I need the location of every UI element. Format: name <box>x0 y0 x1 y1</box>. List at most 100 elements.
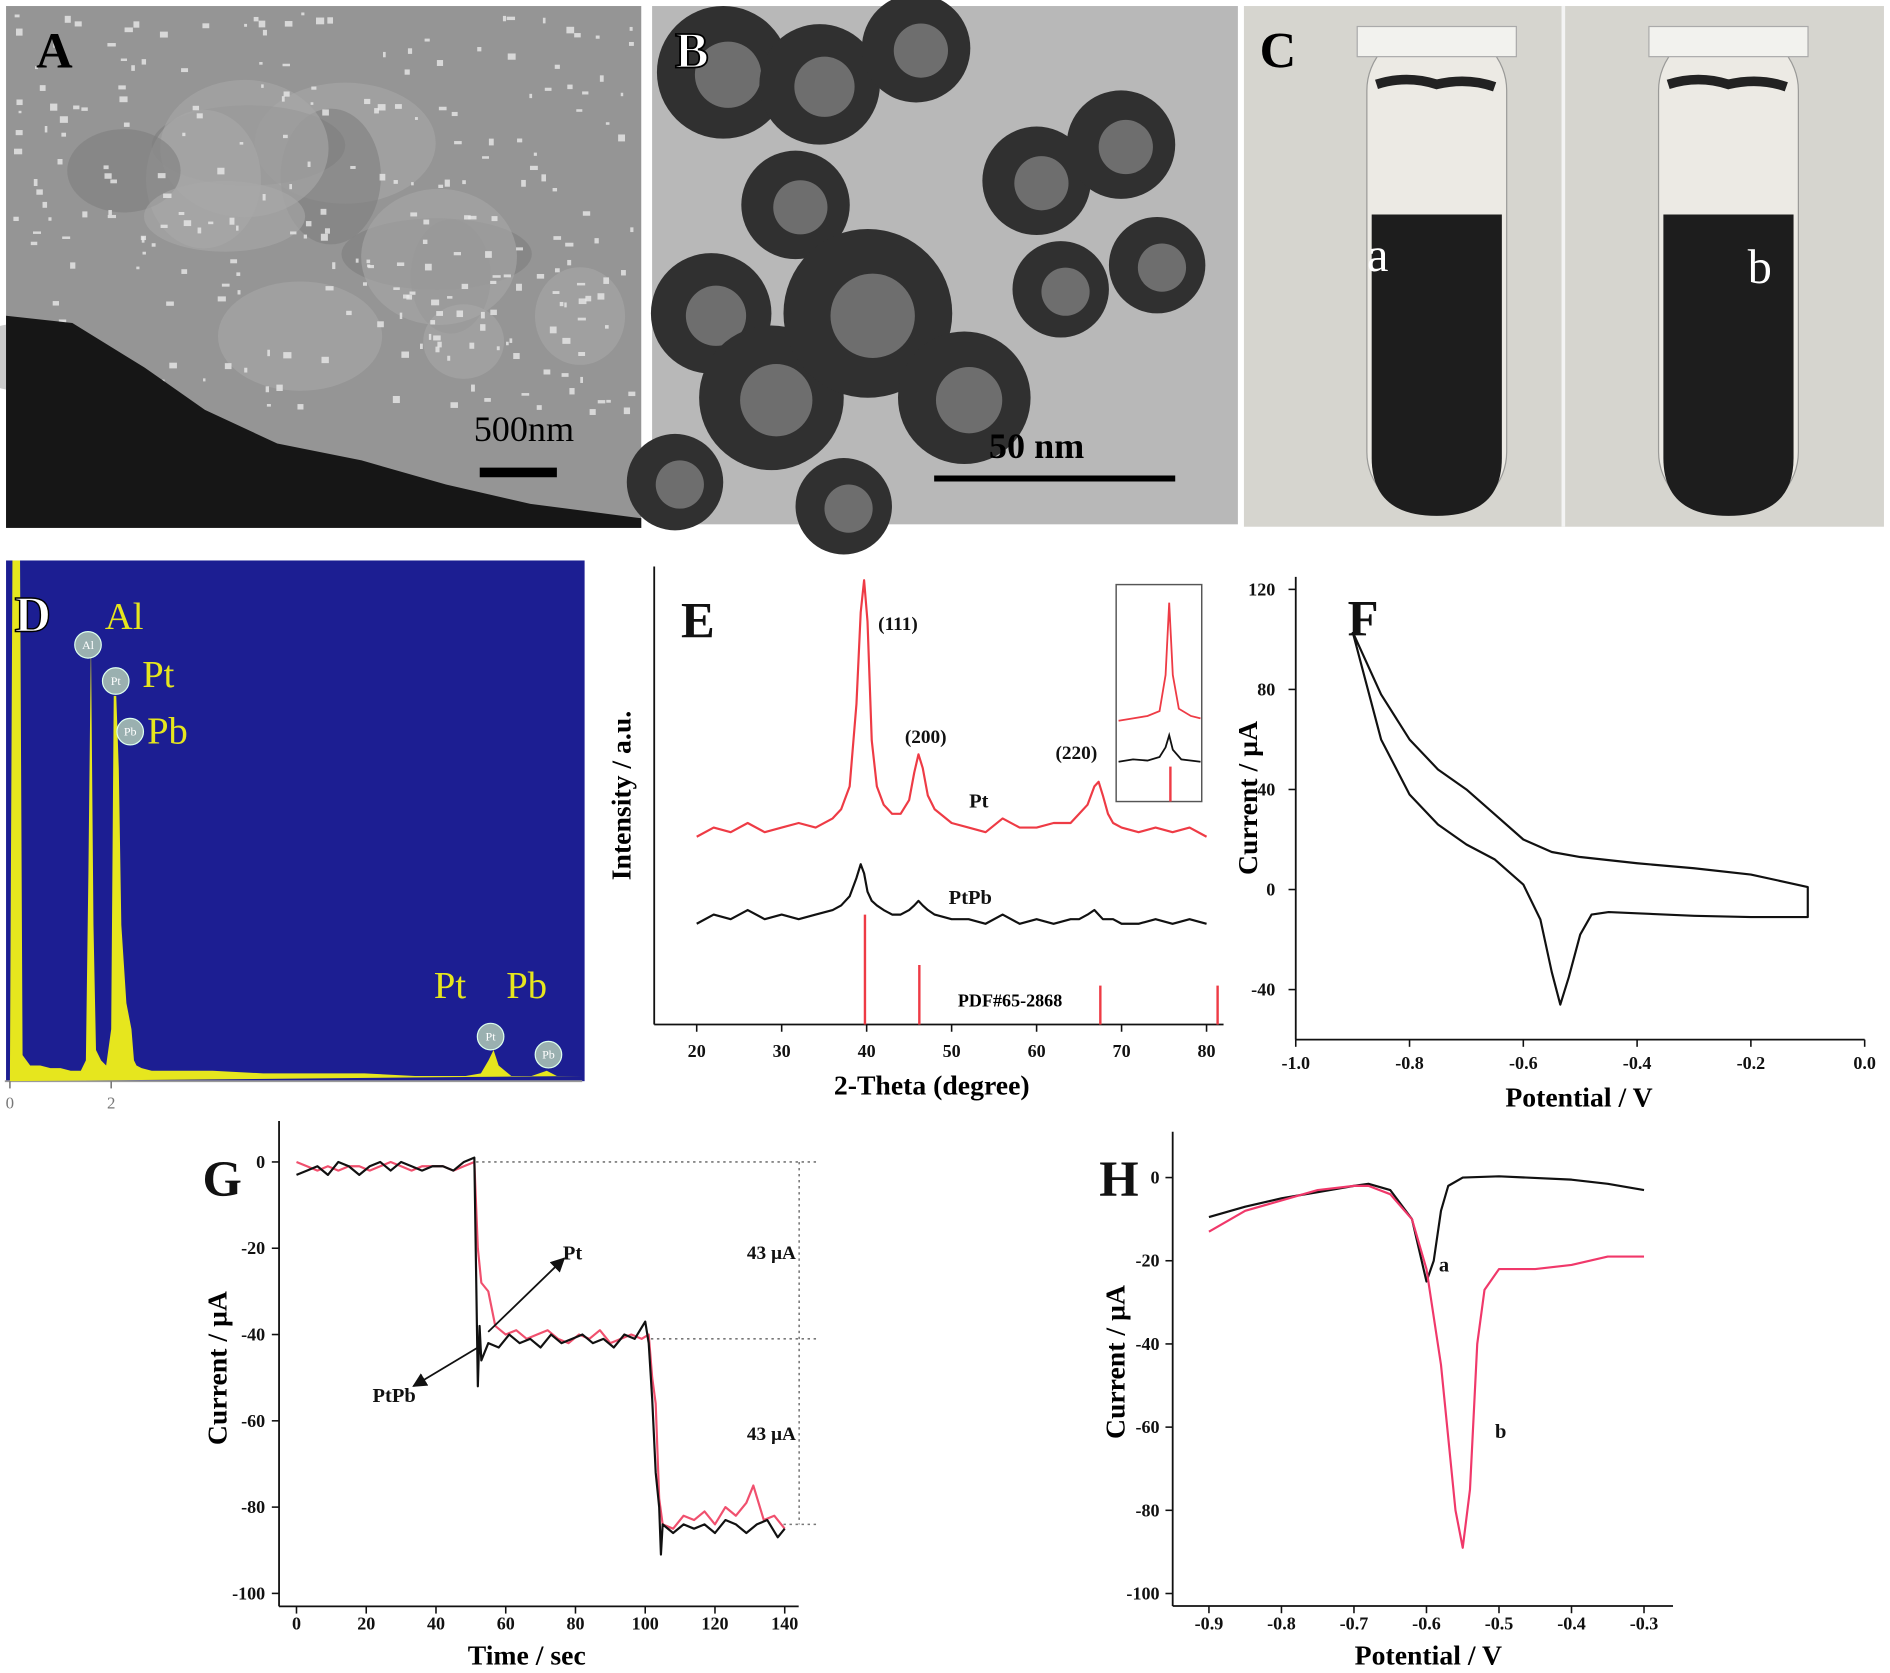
sem-particle <box>580 376 584 383</box>
sem-particle <box>435 346 440 353</box>
x-tick-label: -0.8 <box>1395 1053 1424 1073</box>
sem-particle <box>151 243 156 247</box>
sem-particle <box>48 217 52 221</box>
y-tick-label: -60 <box>1135 1417 1159 1437</box>
sem-particle <box>423 219 430 225</box>
sem-particle <box>321 356 329 364</box>
sem-particle <box>578 298 587 305</box>
tem-particle-core <box>740 364 813 437</box>
sem-particle <box>490 280 497 285</box>
x-axis-title: Time / sec <box>468 1639 586 1670</box>
x-axis-title: Potential / V <box>1355 1639 1502 1670</box>
sem-particle <box>565 242 574 247</box>
sem-particle <box>477 47 482 52</box>
sem-particle <box>396 262 405 267</box>
sem-particle <box>15 28 23 36</box>
sem-particle <box>366 264 371 268</box>
sem-particle <box>307 161 311 168</box>
sem-texture <box>67 129 181 213</box>
sem-particle <box>597 293 605 300</box>
vial-liquid <box>1663 214 1794 516</box>
sem-particle <box>239 142 244 145</box>
sem-particle <box>281 96 285 102</box>
sem-particle <box>407 48 413 54</box>
sem-particle <box>618 134 626 142</box>
y-tick-label: -40 <box>241 1325 265 1345</box>
sem-particle <box>108 209 112 215</box>
y-tick-label: -40 <box>1251 980 1275 1000</box>
data-line <box>1208 1184 1645 1549</box>
x-tick-label: -0.6 <box>1509 1053 1538 1073</box>
y-tick-label: 0 <box>1151 1168 1160 1188</box>
sem-particle <box>578 351 586 356</box>
arrow <box>487 1257 566 1333</box>
sem-particle <box>549 326 557 334</box>
sem-particle <box>266 403 271 407</box>
element-marker-label: Pb <box>124 725 137 739</box>
y-tick-label: -20 <box>1135 1251 1159 1271</box>
sem-texture <box>423 304 505 379</box>
x-tick-label: 60 <box>1028 1041 1046 1061</box>
element-marker <box>101 667 130 695</box>
series-label: b <box>1495 1421 1506 1443</box>
sem-particle <box>582 91 589 95</box>
sem-particle <box>544 87 552 91</box>
sem-particle <box>410 212 418 217</box>
data-line <box>1351 631 1809 1006</box>
element-marker <box>534 1040 563 1069</box>
sem-particle <box>52 301 59 306</box>
sem-particle <box>289 184 293 190</box>
sem-particle <box>283 91 290 97</box>
x-tick-label: -0.2 <box>1737 1053 1766 1073</box>
sem-particle <box>403 294 410 299</box>
sem-particle <box>420 343 423 349</box>
vial-residue <box>1375 74 1497 92</box>
sem-particle <box>509 338 513 343</box>
element-marker-label: Al <box>82 638 95 652</box>
reference-label: PDF#65-2868 <box>958 990 1062 1010</box>
y-tick-label: -40 <box>1135 1334 1159 1354</box>
x-tick-label: 80 <box>566 1614 584 1634</box>
sem-particle <box>221 283 230 287</box>
sem-particle <box>569 388 575 395</box>
sem-particle <box>217 296 226 302</box>
sem-particle <box>237 290 241 295</box>
sem-particle <box>552 291 560 294</box>
sem-particle <box>554 268 560 273</box>
x-tick-label: -0.5 <box>1485 1614 1514 1634</box>
data-line <box>296 1156 786 1556</box>
scale-bar-label: 50 nm <box>989 426 1084 466</box>
tem-particle-core <box>1137 243 1187 292</box>
sem-particle <box>603 277 610 284</box>
element-label: Pb <box>506 965 547 1007</box>
sem-particle <box>480 311 485 319</box>
y-tick-label: -80 <box>1135 1500 1159 1520</box>
vial-cap <box>1648 25 1809 58</box>
sem-particle <box>468 215 477 220</box>
sem-particle <box>131 65 135 71</box>
element-label: Al <box>105 596 144 638</box>
sem-texture <box>534 267 626 365</box>
sem-particle <box>393 180 398 184</box>
sem-particle <box>290 231 297 235</box>
sem-particle <box>461 283 469 290</box>
x-tick-label: -0.7 <box>1340 1614 1369 1634</box>
tem-particle-core <box>1098 119 1153 175</box>
sem-particle <box>447 355 451 361</box>
x-axis-title: Potential / V <box>1505 1081 1652 1112</box>
sem-particle <box>229 217 235 225</box>
sem-particle <box>516 283 522 291</box>
sem-particle <box>57 159 63 165</box>
sem-particle <box>529 93 533 99</box>
x-tick-label: -0.6 <box>1412 1614 1441 1634</box>
sem-particle <box>262 29 267 36</box>
y-tick-label: 80 <box>1257 679 1275 699</box>
x-tick-label: -1.0 <box>1281 1053 1310 1073</box>
sem-particle <box>620 92 624 97</box>
sem-particle <box>621 270 626 276</box>
y-tick-label: 0 <box>256 1152 265 1172</box>
y-tick-label: -20 <box>241 1238 265 1258</box>
sem-particle <box>346 310 352 316</box>
sem-particle <box>401 351 410 358</box>
